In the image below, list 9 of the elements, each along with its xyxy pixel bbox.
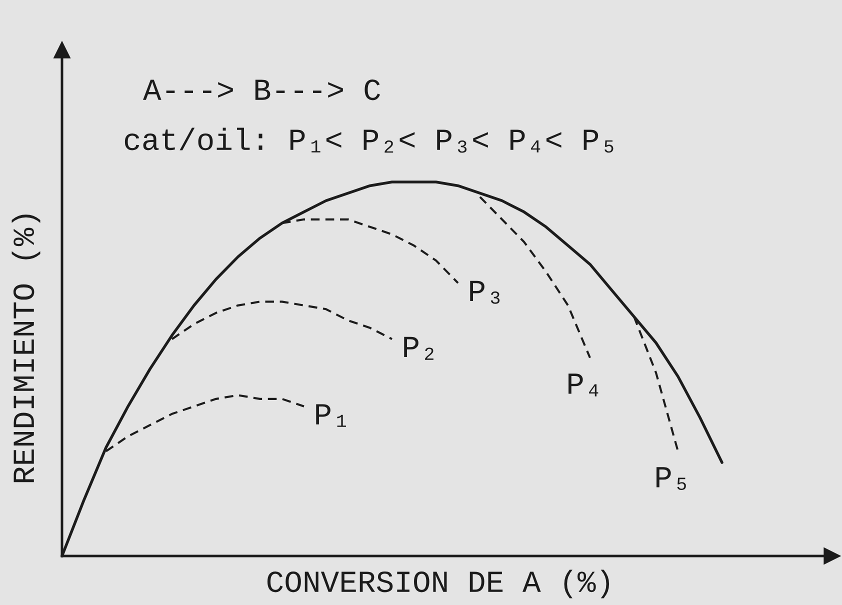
- series-label: P₃: [470, 280, 500, 304]
- series-label: P₅: [656, 467, 686, 490]
- y-axis-title: RENDIMIENTO (%): [12, 214, 40, 482]
- text: A---> B---> C: [143, 79, 380, 100]
- text: cat/oil: P₁< P₂< P₃< P₄< P₅: [124, 128, 614, 153]
- series-label: P₁: [316, 404, 346, 427]
- series-label: P₂: [404, 336, 434, 360]
- x-axis-title: CONVERSION DE A (%): [267, 570, 610, 598]
- series-label: P₄: [568, 374, 598, 396]
